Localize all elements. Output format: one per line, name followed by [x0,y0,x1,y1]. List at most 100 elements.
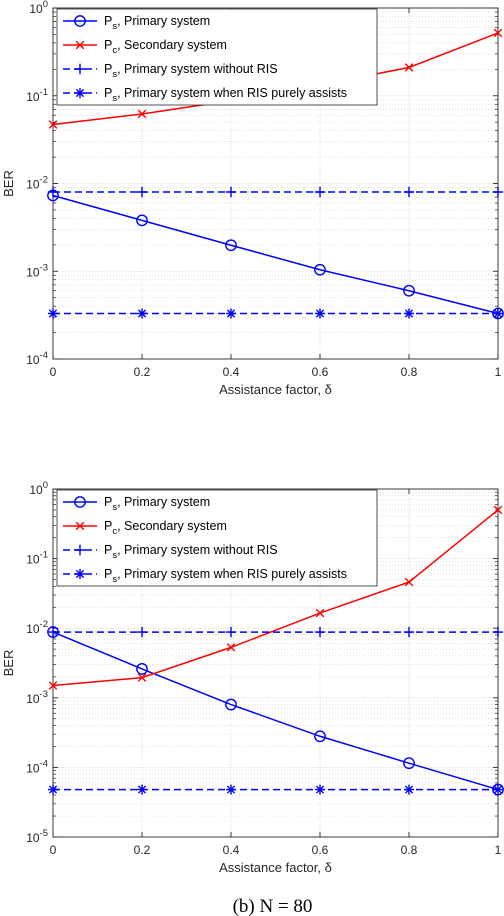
data-point [404,308,414,319]
data-point [403,757,415,770]
data-point [226,308,236,319]
data-point [492,186,504,198]
legend-label: Ps, Primary system when RIS purely assis… [104,86,347,104]
data-point [493,28,503,38]
data-point [136,214,148,227]
data-point [48,681,58,690]
x-tick-label: 0.4 [223,365,240,379]
data-point [403,186,415,198]
series-4 [48,308,503,319]
legend-label: Ps, Primary system without RIS [104,543,278,561]
legend: Ps, Primary system Pc, Secondary system Ps… [56,489,378,587]
data-point [226,643,236,652]
x-tick-label: 0 [50,365,57,379]
data-point [225,698,237,711]
x-tick-label: 0.4 [223,843,240,857]
series-2 [48,505,503,690]
legend-marker [75,569,85,579]
data-point [404,63,414,72]
data-point [225,186,237,198]
series-3 [47,186,504,198]
legend-marker [74,496,86,508]
x-axis-label: Assistance factor, δ [219,860,332,875]
data-point [136,626,148,638]
legend-marker [75,40,85,50]
legend-label: Pc, Secondary system [104,519,227,537]
x-tick-label: 0.8 [401,843,418,857]
y-axis-label: BER [1,170,16,197]
legend-box [56,489,378,587]
data-point [315,784,325,795]
y-axis-label: BER [1,650,16,677]
series-line [52,631,499,791]
data-point [136,663,148,675]
data-point [226,784,236,795]
chart-a: 0 0.2 0.4 0.6 0.8 1 100 10-1 10-2 10-3 10-4 Assista… [1,0,504,559]
data-point [48,308,58,319]
data-point [493,784,503,795]
y-tick-label: 100 [29,480,48,497]
data-point [493,308,503,319]
data-point [315,608,325,618]
data-point [225,239,237,252]
legend-label: Pc, Secondary system [104,38,227,56]
legend-marker [74,544,86,556]
x-tick-label: 1 [495,365,502,379]
legend-marker [74,63,86,75]
x-tick-label: 0.6 [312,843,329,857]
data-point [403,626,415,638]
x-axis-label: Assistance factor, δ [219,382,332,397]
data-point [314,626,326,638]
y-tick-label: 10-4 [26,350,48,367]
data-point [48,120,58,129]
data-point [404,577,414,587]
y-tick-label: 10-5 [26,828,48,845]
chart-b: 0 0.2 0.4 0.6 0.8 1 100 10-1 10-2 10-3 10-4 10-5 Ass… [1,480,504,916]
legend-label: Ps, Primary system [104,495,210,513]
y-tick-label: 10-1 [26,87,48,104]
data-point [314,186,326,198]
x-tick-label: 1 [495,843,502,857]
data-point [47,186,59,198]
y-tick-label: 10-1 [26,550,48,567]
data-point [404,784,414,795]
x-tick-label: 0 [50,843,57,857]
data-point [137,109,147,119]
legend-label: Ps, Primary system when RIS purely assis… [104,567,347,585]
legend-label: Ps, Primary system without RIS [104,62,278,80]
data-point [403,284,415,297]
axes-frame [52,488,499,838]
data-point [315,308,325,319]
data-point [492,626,504,638]
x-tick-label: 0.6 [312,365,329,379]
data-point [492,307,504,320]
y-tick-label: 10-3 [26,262,48,279]
x-tick-label: 0.2 [134,843,151,857]
data-point [47,626,59,638]
x-tick-label: 0.8 [401,365,418,379]
y-tick-label: 100 [29,0,48,16]
legend-marker [75,88,85,98]
y-tick-label: 10-4 [26,758,48,775]
series-1 [47,626,504,796]
data-point [493,505,503,515]
legend: Ps, Primary system Pc, Secondary system Ps… [56,8,378,106]
data-point [136,186,148,198]
legend-marker [74,15,86,27]
x-tick-label: 0.2 [134,365,151,379]
data-point [137,673,147,682]
data-point [137,784,147,795]
series-line [52,194,499,315]
legend-box [56,8,378,106]
figure-caption: (b) N = 80 [233,896,313,916]
data-point [225,626,237,638]
data-point [48,784,58,795]
data-point [314,730,326,743]
y-tick-label: 10-3 [26,689,48,706]
series-line [52,509,499,687]
data-point [492,783,504,796]
y-tick-label: 10-2 [26,619,48,636]
y-tick-label: 10-2 [26,175,48,192]
series-3 [47,626,504,638]
